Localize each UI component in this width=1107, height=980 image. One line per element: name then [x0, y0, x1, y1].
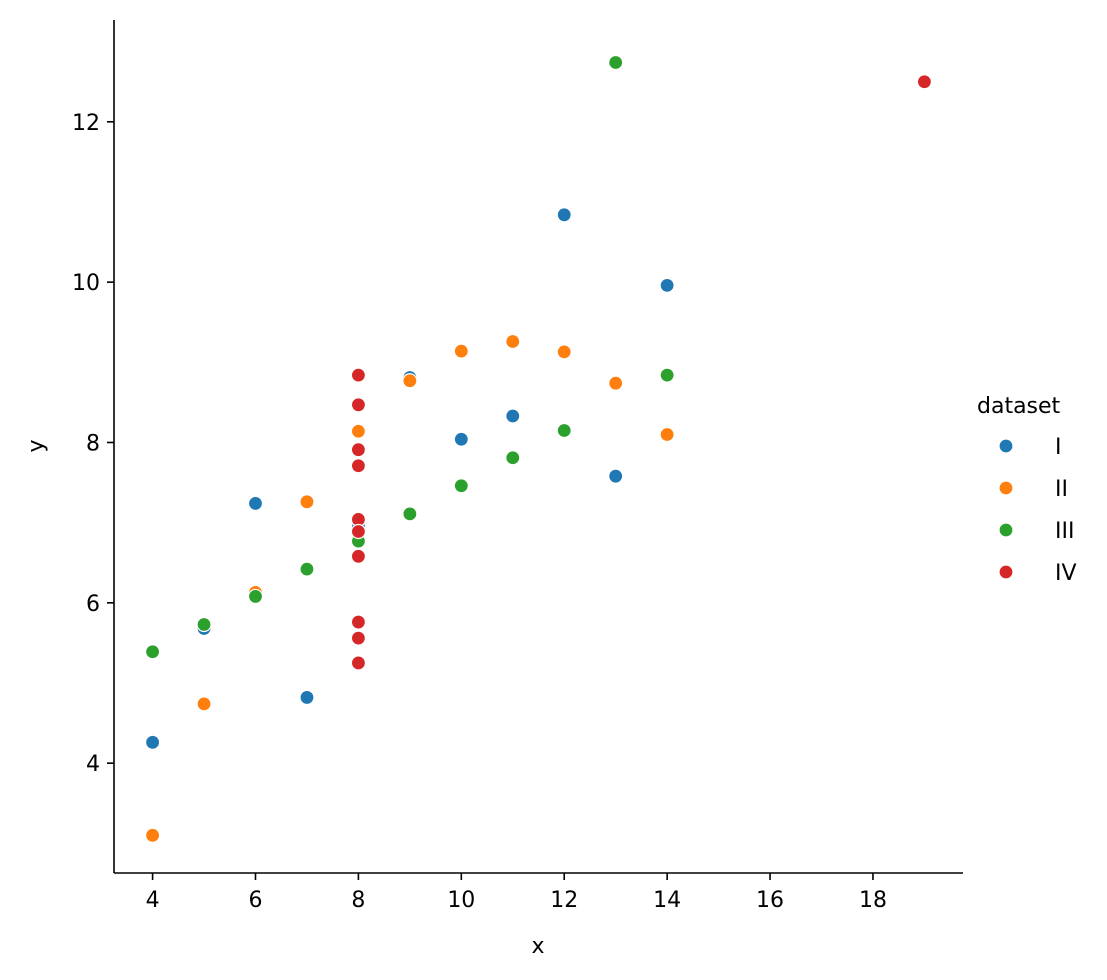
x-tick-label: 10 [447, 888, 475, 913]
legend-title: dataset [977, 394, 1061, 419]
y-tick-label: 6 [86, 592, 100, 617]
y-ticks: 4 6 8 10 12 [72, 111, 114, 777]
data-point [299, 689, 315, 706]
series-III [144, 54, 675, 660]
legend-marker [998, 480, 1014, 496]
data-point [556, 344, 572, 360]
data-point [144, 644, 161, 660]
x-tick-label: 8 [351, 888, 365, 913]
data-point [453, 343, 469, 359]
data-point [608, 468, 624, 484]
legend-marker [998, 522, 1014, 538]
x-tick-label: 16 [756, 888, 784, 913]
legend-label: II [1055, 477, 1068, 502]
data-point [608, 375, 624, 391]
x-axis-label: x [531, 934, 544, 959]
data-points [144, 54, 933, 843]
data-point [556, 422, 572, 439]
legend-label: I [1055, 435, 1062, 460]
data-point [350, 523, 367, 540]
series-I [144, 207, 675, 750]
x-tick-label: 6 [249, 888, 263, 913]
legend-marker [998, 438, 1014, 454]
data-point [505, 333, 521, 350]
data-point [350, 614, 367, 630]
x-tick-label: 14 [653, 888, 681, 913]
series-II [144, 333, 675, 843]
data-point [350, 548, 367, 564]
x-tick-label: 12 [550, 888, 578, 913]
data-point [659, 367, 675, 383]
data-point [247, 588, 264, 605]
data-point [350, 458, 367, 474]
x-ticks: 4 6 8 10 12 14 16 18 [146, 873, 887, 913]
axes: 4 6 8 10 12 14 16 18 4 6 8 10 12 x y [24, 20, 963, 959]
y-tick-label: 4 [86, 752, 100, 777]
data-point [350, 367, 367, 383]
y-tick-label: 8 [86, 431, 100, 456]
data-point [453, 431, 469, 447]
data-point [556, 207, 572, 223]
y-tick-label: 12 [72, 111, 100, 136]
data-point [299, 494, 315, 510]
data-point [350, 423, 367, 439]
legend-marker [998, 564, 1014, 580]
data-point [659, 277, 675, 293]
data-point [916, 74, 933, 90]
legend-label: IV [1055, 561, 1077, 586]
data-point [402, 506, 418, 522]
data-point [453, 478, 469, 494]
data-point [505, 450, 521, 466]
data-point [350, 442, 367, 458]
y-axis-label: y [24, 439, 49, 452]
data-point [402, 373, 418, 389]
data-point [505, 408, 521, 424]
data-point [299, 561, 315, 577]
y-tick-label: 10 [72, 271, 100, 296]
data-point [608, 54, 624, 71]
legend-label: III [1055, 519, 1074, 544]
data-point [247, 495, 264, 512]
x-tick-label: 4 [146, 888, 160, 913]
data-point [350, 630, 367, 646]
data-point [196, 696, 212, 712]
data-point [350, 655, 367, 671]
series-IV [350, 74, 933, 671]
data-point [196, 616, 212, 633]
data-point [659, 426, 675, 443]
data-point [144, 827, 161, 843]
data-point [350, 397, 367, 413]
x-tick-label: 18 [859, 888, 887, 913]
data-point [144, 734, 161, 750]
